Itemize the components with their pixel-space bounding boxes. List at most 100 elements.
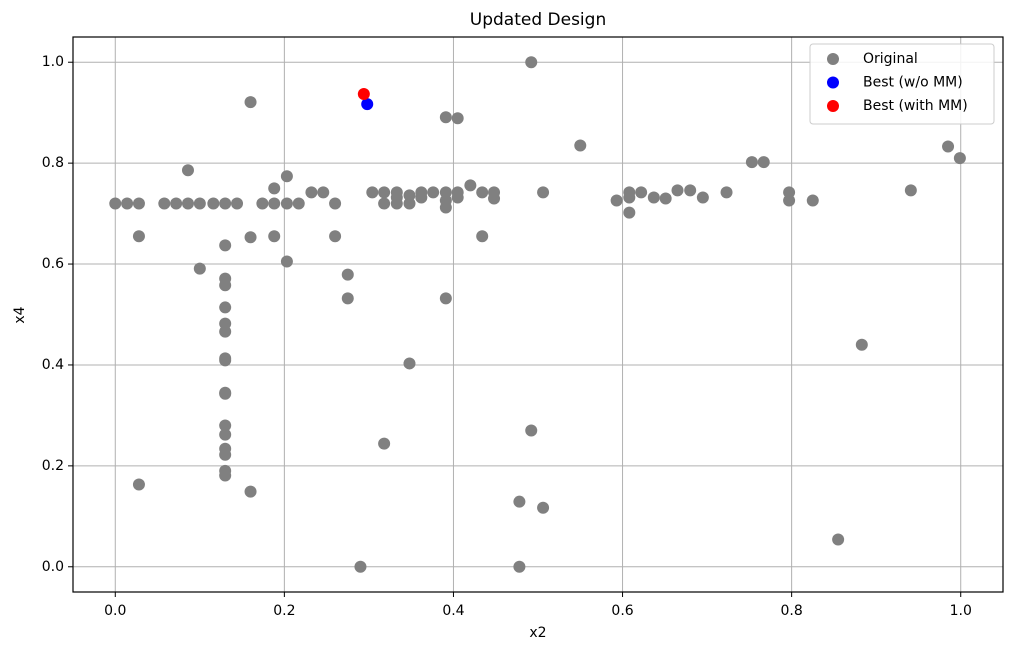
point <box>904 184 917 197</box>
legend-marker <box>827 53 839 65</box>
x-tick-label: 1.0 <box>950 603 972 619</box>
legend-label: Best (with MM) <box>863 98 968 114</box>
point <box>219 448 232 461</box>
point <box>696 191 709 204</box>
y-axis-label: x4 <box>12 306 28 323</box>
point <box>292 197 305 210</box>
x-tick-label: 0.6 <box>611 603 633 619</box>
point <box>832 533 845 546</box>
point <box>268 197 281 210</box>
point <box>357 88 370 101</box>
point <box>158 197 171 210</box>
point <box>671 184 684 197</box>
point <box>268 230 281 243</box>
point <box>525 56 538 69</box>
point <box>451 191 464 204</box>
point <box>439 201 452 214</box>
point <box>635 186 648 199</box>
x-tick-label: 0.0 <box>104 603 126 619</box>
point <box>476 230 489 243</box>
point <box>219 354 232 367</box>
point <box>574 139 587 152</box>
x-tick-label: 0.4 <box>442 603 464 619</box>
point <box>219 469 232 482</box>
point <box>219 325 232 338</box>
legend-label: Original <box>863 51 918 67</box>
point <box>659 192 672 205</box>
point <box>513 495 526 508</box>
point <box>953 152 966 165</box>
x-tick-label: 0.8 <box>781 603 803 619</box>
point <box>181 197 194 210</box>
point <box>219 428 232 441</box>
point <box>403 357 416 370</box>
point <box>439 111 452 124</box>
point <box>720 186 733 199</box>
point <box>109 197 122 210</box>
point <box>181 164 194 177</box>
point <box>783 194 796 207</box>
y-tick-label: 0.2 <box>42 458 64 474</box>
point <box>476 186 489 199</box>
legend-label: Best (w/o MM) <box>863 75 963 91</box>
y-tick-label: 0.6 <box>42 256 64 272</box>
point <box>451 112 464 125</box>
point <box>244 231 257 244</box>
point <box>757 156 770 169</box>
point <box>806 194 819 207</box>
point <box>219 279 232 292</box>
x-tick-label: 0.2 <box>273 603 295 619</box>
point <box>537 501 550 514</box>
point <box>366 186 379 199</box>
point <box>390 197 403 210</box>
point <box>439 292 452 305</box>
chart-title: Updated Design <box>470 10 606 30</box>
point <box>610 194 623 207</box>
point <box>942 140 955 153</box>
point <box>219 387 232 400</box>
point <box>244 485 257 498</box>
point <box>219 301 232 314</box>
point <box>268 182 281 195</box>
point <box>231 197 244 210</box>
point <box>354 560 367 573</box>
point <box>623 191 636 204</box>
point <box>403 197 416 210</box>
point <box>329 197 342 210</box>
point <box>855 338 868 351</box>
legend-marker <box>827 76 839 89</box>
point <box>280 255 293 268</box>
point <box>427 186 440 199</box>
point <box>623 206 636 219</box>
point <box>132 230 145 243</box>
point <box>378 437 391 450</box>
point <box>684 184 697 197</box>
point <box>341 292 354 305</box>
y-tick-label: 0.4 <box>42 357 64 373</box>
point <box>219 197 232 210</box>
point <box>329 230 342 243</box>
point <box>513 560 526 573</box>
point <box>378 186 391 199</box>
point <box>745 156 758 169</box>
point <box>280 197 293 210</box>
y-tick-label: 0.8 <box>42 155 64 171</box>
y-tick-label: 0.0 <box>42 559 64 575</box>
point <box>415 191 428 204</box>
point <box>537 186 550 199</box>
point <box>488 192 501 205</box>
point <box>378 197 391 210</box>
point <box>305 186 318 199</box>
point <box>170 197 183 210</box>
y-tick-label: 1.0 <box>42 54 64 70</box>
point <box>207 197 220 210</box>
point <box>464 179 477 192</box>
point <box>244 96 257 109</box>
point <box>256 197 269 210</box>
point <box>121 197 134 210</box>
point <box>193 197 206 210</box>
point <box>280 170 293 183</box>
point <box>132 478 145 491</box>
point <box>193 262 206 275</box>
